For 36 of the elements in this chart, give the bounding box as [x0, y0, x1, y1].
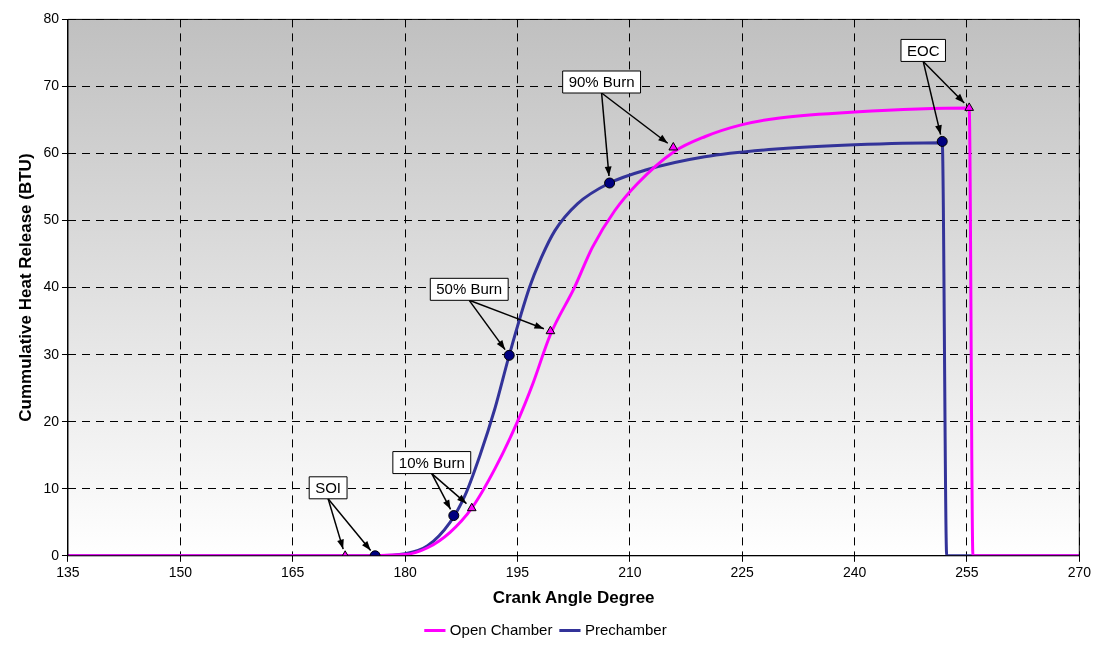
annotation: SOI: [315, 478, 342, 496]
y-axis-title: Cummulative Heat Release (BTU): [15, 153, 35, 422]
point: [545, 325, 556, 335]
x-tick-label: 255: [955, 564, 979, 581]
x-tick-label: 135: [56, 564, 80, 581]
x-axis-title: Crank Angle Degree: [492, 588, 655, 608]
y-tick-label: 20: [43, 412, 60, 429]
y-tick-label: 60: [43, 144, 60, 161]
annotation: EOC: [906, 41, 940, 59]
y-tick-label: 10: [43, 479, 60, 496]
y-tick-label: 30: [43, 345, 60, 362]
point: [466, 502, 477, 512]
x-tick-label: 180: [393, 564, 417, 581]
legend-label: Prechamber: [584, 620, 667, 638]
x-tick-label: 210: [618, 564, 642, 581]
y-tick-label: 50: [43, 211, 60, 228]
x-tick-label: 270: [1067, 564, 1092, 581]
annotation: 90% Burn: [568, 73, 635, 91]
point: [964, 102, 975, 111]
x-tick-label: 165: [281, 564, 305, 581]
legend-label: Open Chamber: [449, 620, 553, 638]
point: [503, 349, 515, 361]
y-tick-label: 70: [43, 77, 60, 94]
x-tick-label: 150: [168, 564, 193, 581]
point: [448, 510, 460, 522]
point: [936, 135, 948, 147]
point: [668, 141, 679, 151]
annotation: 50% Burn: [436, 280, 503, 298]
x-tick-label: 225: [730, 564, 755, 581]
x-tick-label: 240: [842, 564, 867, 581]
annotation: 10% Burn: [398, 453, 465, 471]
y-tick-label: 40: [43, 278, 60, 295]
point: [604, 177, 616, 189]
y-tick-label: 0: [51, 546, 60, 563]
x-tick-label: 195: [505, 564, 530, 581]
y-tick-label: 80: [43, 10, 60, 27]
